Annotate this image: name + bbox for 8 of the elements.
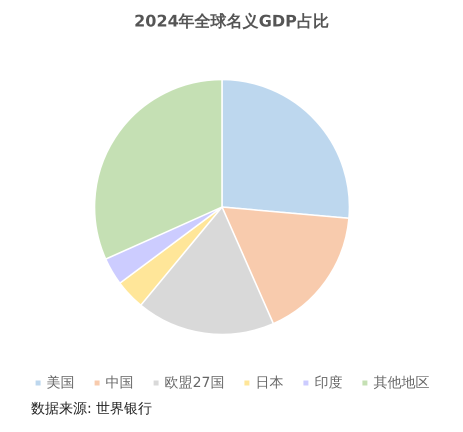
- source-note: 数据来源: 世界银行: [31, 401, 152, 417]
- legend-label: 印度: [314, 375, 342, 391]
- chart-title: 2024年全球名义GDP占比: [134, 12, 329, 30]
- legend-label: 日本: [255, 375, 284, 391]
- legend-label: 美国: [46, 375, 75, 391]
- legend-label: 中国: [106, 375, 134, 391]
- legend-label: 欧盟27国: [164, 375, 224, 391]
- legend-label: 其他地区: [373, 375, 430, 391]
